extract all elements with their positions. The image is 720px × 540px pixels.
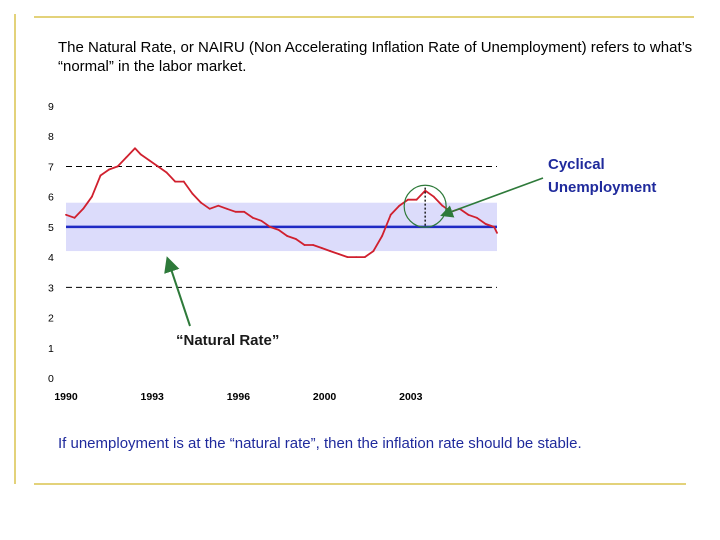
unemployment-point [251,216,254,219]
unemployment-point [493,225,496,228]
unemployment-point [277,229,280,231]
unemployment-point [389,213,392,216]
footer-note: If unemployment is at the “natural rate”… [58,435,582,452]
y-tick-label: 0 [48,373,54,385]
unemployment-point [320,247,323,249]
frame-left-line [14,14,16,484]
unemployment-point [312,244,315,246]
unemployment-point [99,174,102,177]
cyclical-label-line-1: Cyclical [548,156,605,173]
unemployment-point [157,165,159,168]
unemployment-point [432,195,435,198]
y-tick-label: 2 [48,313,54,325]
unemployment-point [148,159,151,162]
unemployment-point [424,189,427,192]
unemployment-point [294,238,297,240]
unemployment-point [125,156,128,159]
unemployment-point [243,210,246,213]
unemployment-point [182,180,185,183]
unemployment-point [217,204,220,207]
unemployment-point [484,222,487,225]
y-tick-label: 3 [48,282,54,294]
unemployment-point [496,232,498,234]
cyclical-label-line-2: Unemployment [548,179,656,196]
unemployment-point [116,165,119,168]
unemployment-point [269,225,271,228]
unemployment-point [303,244,306,246]
unemployment-point [82,207,85,210]
unemployment-point [73,216,76,219]
unemployment-point [363,256,366,259]
unemployment-point [381,235,383,237]
y-tick-label: 8 [48,131,54,143]
unemployment-point [329,250,332,252]
y-tick-label: 6 [48,192,54,204]
y-tick-label: 4 [48,252,54,264]
slide-heading: The Natural Rate, or NAIRU (Non Accelera… [58,39,693,75]
unemployment-point [208,207,211,210]
annotation-layer: Cyclical Unemployment “Natural Rate” [164,156,656,349]
unemployment-point [338,253,340,255]
x-tick-label: 2003 [399,391,423,403]
x-tick-label: 2000 [313,391,337,403]
unemployment-point [441,204,444,207]
unemployment-point [90,195,93,198]
unemployment-point [260,219,263,222]
x-tick-label: 1996 [227,391,251,403]
unemployment-point [415,198,418,201]
unemployment-point [234,210,237,213]
unemployment-point [108,168,110,171]
axis-labels: 0 1 2 3 4 5 6 7 8 9 1990 1993 1996 2000 2003 [48,101,423,403]
unemployment-point [174,180,177,183]
unemployment-point [165,171,168,174]
unemployment-point [286,235,289,237]
unemployment-point [407,198,409,201]
unemployment-point [191,192,194,195]
cyclical-arrow [440,177,544,218]
x-tick-label: 1993 [141,391,165,403]
unemployment-point [226,207,228,210]
y-tick-label: 5 [48,222,54,234]
frame-bottom-line [34,483,686,485]
unemployment-point [398,204,401,207]
y-tick-label: 1 [48,343,54,355]
frame-top-line [34,16,694,18]
unemployment-point [134,147,136,150]
natural-rate-arrow [164,256,191,327]
y-tick-label: 9 [48,101,54,113]
unemployment-point [355,256,358,259]
y-tick-label: 7 [48,161,54,173]
unemployment-point [467,213,470,216]
unemployment-point [346,256,349,259]
unemployment-point [475,216,478,219]
unemployment-rate-line [65,147,498,258]
unemployment-point [372,250,375,252]
natural-rate-label: “Natural Rate” [176,332,279,349]
reference-lines [66,165,497,288]
unemployment-point [200,201,202,204]
unemployment-point [65,213,67,216]
x-tick-label: 1990 [54,391,78,403]
unemployment-point [139,153,142,156]
